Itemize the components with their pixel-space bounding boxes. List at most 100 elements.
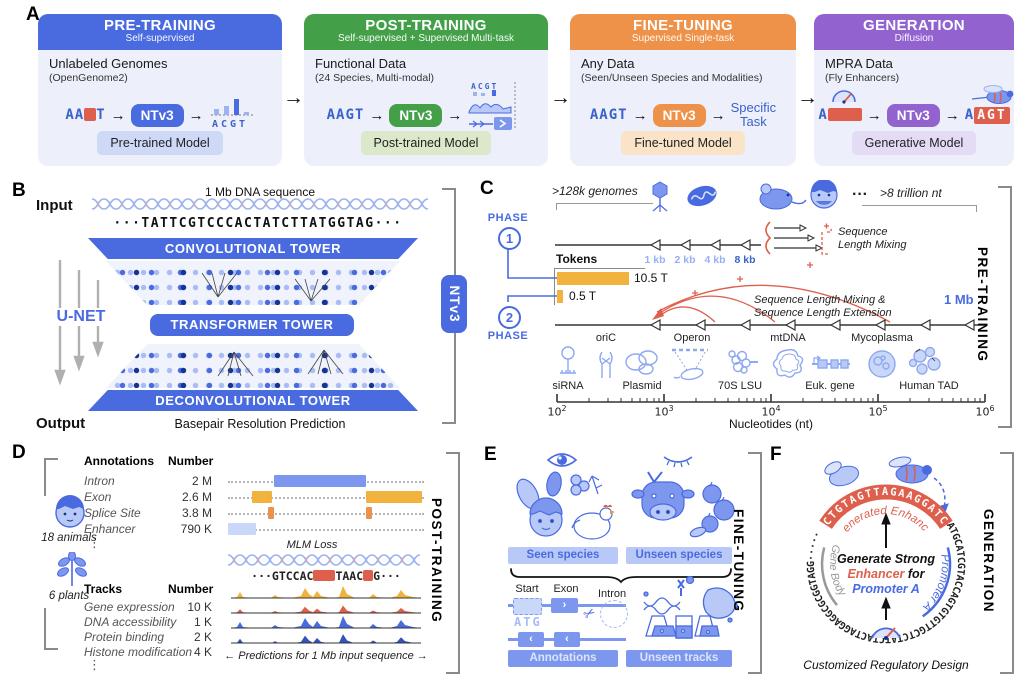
organism-label: oriC [595, 332, 617, 344]
exon-box-reverse: ‹ [518, 632, 544, 647]
scissors-icon: ✂ [580, 604, 599, 624]
operon-icon [672, 348, 708, 381]
start-label: Start [515, 583, 539, 595]
posttraining-bracket [446, 452, 460, 674]
center-instruction-line2: Enhancer for [847, 567, 925, 581]
species-bracket-top [44, 458, 58, 496]
convolutional-feature-dots [106, 261, 400, 305]
phage-icon [652, 181, 668, 212]
input-sequence: AAGT [589, 107, 628, 123]
deconvolutional-feature-dots [106, 344, 400, 388]
stage-generation: GENERATION Diffusion MPRA Data (Fly Enha… [814, 14, 1014, 166]
track-row-name: DNA accessibility [84, 615, 177, 629]
model-state-chip: Generative Model [851, 131, 977, 155]
annotations-col-header: Annotations [84, 454, 154, 468]
arrow-icon: → [797, 86, 818, 109]
number-col-header: Number [168, 454, 214, 468]
panel-label-c: C [480, 178, 494, 199]
mixing-extension-note-line1: Sequence Length Mixing & [754, 294, 886, 306]
arrow-icon: → [283, 86, 304, 109]
axis-label: Nucleotides (nt) [728, 417, 814, 431]
kb-tick-label: 2 kb [674, 254, 696, 266]
finetuning-bracket [748, 452, 762, 674]
exon-box-reverse: ‹ [554, 632, 580, 647]
stage-data-line2: (Fly Enhancers) [825, 72, 900, 84]
table-ellipsis: ⋮ [88, 536, 101, 551]
activity-gauge-icon [871, 627, 901, 640]
sequence-length-title: 1 Mb DNA sequence [204, 185, 316, 199]
genome-source-icons [652, 180, 838, 212]
receptive-field-lines [201, 272, 331, 302]
panel-label-e: E [484, 444, 497, 465]
splice-site-segment [268, 507, 274, 519]
annotation-track-line [228, 497, 424, 499]
input-dna-sequence: ···TATTCGTCCCACTATCTTATGGTAG··· [113, 216, 403, 231]
ntv3-chip: NTv3 [389, 103, 443, 127]
arrow-icon: → [710, 106, 726, 124]
unseen-species-banner: Unseen species [626, 547, 732, 564]
panel-label-a: A [26, 4, 40, 25]
mouse-icon [759, 183, 807, 210]
input-sequence: AA T [65, 107, 106, 123]
fly-illustration [824, 456, 949, 514]
multimodal-output-stack: ACGT [468, 82, 516, 130]
track-row-num: 2 K [193, 630, 212, 644]
phase-label: PHASE [487, 212, 529, 224]
masked-enhancer-input: A [818, 90, 862, 124]
annotation-row-name: Enhancer [84, 522, 136, 536]
organism-label: mtDNA [770, 332, 806, 344]
annotation-row-num: 3.8 M [181, 506, 212, 520]
annotation-row-num: 2.6 M [181, 490, 212, 504]
arrow-icon: → [866, 106, 882, 124]
organism-label: siRNA [552, 380, 584, 392]
stage-data-line1: Any Data [581, 56, 635, 71]
stage-header: PRE-TRAINING Self-supervised [38, 14, 282, 50]
genomes-count-note: >128k genomes [552, 184, 638, 198]
tokens-value-phase2: 0.5 T [569, 289, 597, 303]
pretraining-bracket-label: PRE-TRAINING [975, 247, 990, 363]
receptive-field-lines [217, 349, 344, 377]
stage-data-line2: (Seen/Unseen Species and Modalities) [581, 72, 763, 84]
exon-segment [252, 491, 272, 503]
arrow-icon: → [944, 106, 960, 124]
stage-flow: A → NTv3 → A AGT [818, 85, 1014, 134]
panel-label-f: F [770, 444, 782, 465]
ntv3-chip: NTv3 [886, 103, 940, 127]
unseen-tracks-illustration [643, 576, 739, 639]
seen-species-illustration [516, 471, 615, 540]
arrow-icon: → [369, 106, 385, 124]
regulatory-design-circle: ATGCATCGTACCAGTGTGTTGCTCTATCTACTAGGAGGCG… [788, 450, 965, 644]
annotation-row-num: 790 K [180, 522, 212, 536]
track-row-name: Protein binding [84, 630, 165, 644]
enhancer-segment [228, 523, 256, 535]
input-label: Input [36, 197, 73, 214]
mitochondria-icon [687, 185, 717, 207]
output-label: Output [36, 415, 86, 432]
tokens-bar-phase1 [557, 272, 629, 285]
curly-brace [510, 568, 732, 584]
pretraining-bracket [998, 186, 1012, 428]
model-state-chip: Fine-tuned Model [621, 131, 745, 155]
ribosome-icon [728, 350, 758, 374]
masked-region-block [827, 108, 862, 121]
seen-species-banner: Seen species [508, 547, 618, 564]
svg-text:ACGT: ACGT [212, 119, 248, 130]
euk-gene-icon [812, 355, 850, 369]
dna-helix-illustration [228, 554, 420, 566]
panel-f-caption: Customized Regulatory Design [803, 658, 969, 672]
kb-tick-label: 1 kb [644, 254, 666, 266]
human-icon [810, 180, 838, 209]
plant-icon [57, 552, 87, 586]
human-tad-icon [908, 346, 941, 375]
tokens-label: Tokens [556, 252, 598, 266]
track-row-name: Gene expression [84, 600, 175, 614]
axis-tick: 103 [654, 404, 674, 419]
axis-tick: 104 [761, 404, 781, 419]
stage-subtitle: Self-supervised [125, 33, 195, 44]
posttraining-bracket-label: POST-TRAINING [429, 498, 444, 624]
masked-base-block [84, 108, 97, 121]
arrow-icon: → [632, 106, 648, 124]
convolutional-tower-banner: CONVOLUTIONAL TOWER [88, 238, 418, 259]
mlm-sequence: ···GTCCAC TAAC G··· [251, 569, 401, 583]
axis-tick: 105 [868, 404, 888, 419]
